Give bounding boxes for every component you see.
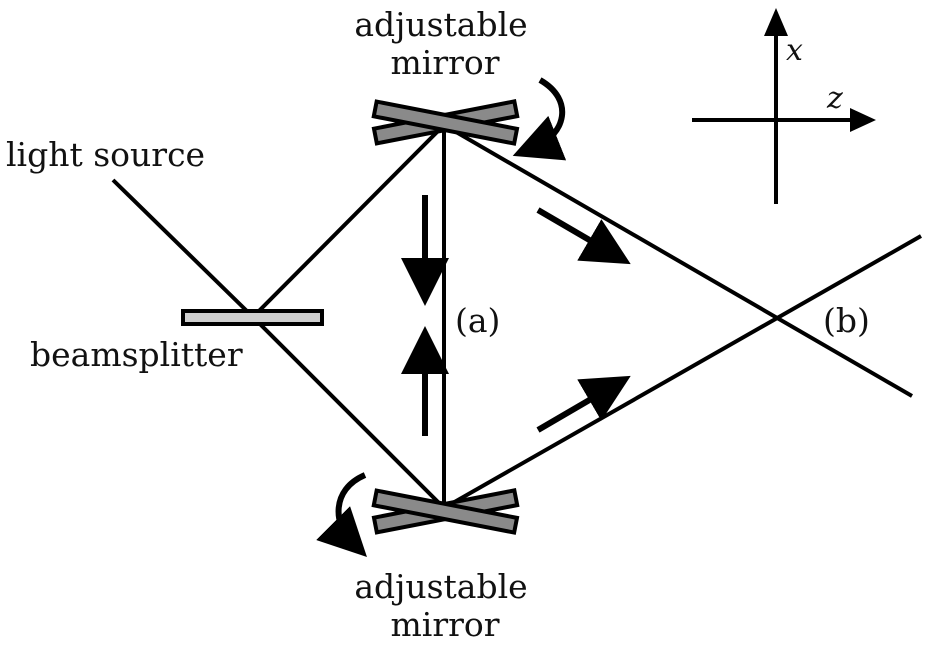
light-source-label: light source: [6, 135, 205, 174]
bottom-mirror-label-line1: adjustable: [354, 567, 527, 606]
beam-splitter-to-bottom-mirror: [251, 315, 446, 510]
bottom-mirror-rotation-arrow: [316, 472, 367, 557]
beamsplitter-plate: [181, 309, 324, 326]
x-axis-arrowhead: [764, 8, 788, 36]
point-a-label: (a): [455, 301, 500, 340]
upper-output-arrow: [536, 207, 631, 265]
top-output-beam: [442, 123, 914, 398]
z-axis-arrowhead: [850, 108, 876, 132]
bottom-mirror: [371, 488, 520, 535]
top-mirror-label-line1: adjustable: [354, 5, 527, 44]
x-axis-label: x: [786, 33, 803, 68]
beamsplitter-label: beamsplitter: [30, 335, 243, 374]
z-axis-label: z: [826, 81, 843, 116]
lower-output-arrow: [536, 375, 631, 433]
incoming-beam: [111, 178, 255, 319]
bottom-output-beam: [443, 234, 922, 510]
top-mirror-label-line2: mirror: [390, 43, 499, 82]
beam-splitter-to-top-mirror: [251, 123, 446, 319]
bottom-mirror-label-line2: mirror: [390, 605, 499, 644]
coordinate-axes: [692, 8, 876, 204]
point-b-label: (b): [823, 301, 870, 340]
top-mirror-rotation-arrow: [512, 77, 567, 161]
top-mirror: [371, 99, 520, 146]
